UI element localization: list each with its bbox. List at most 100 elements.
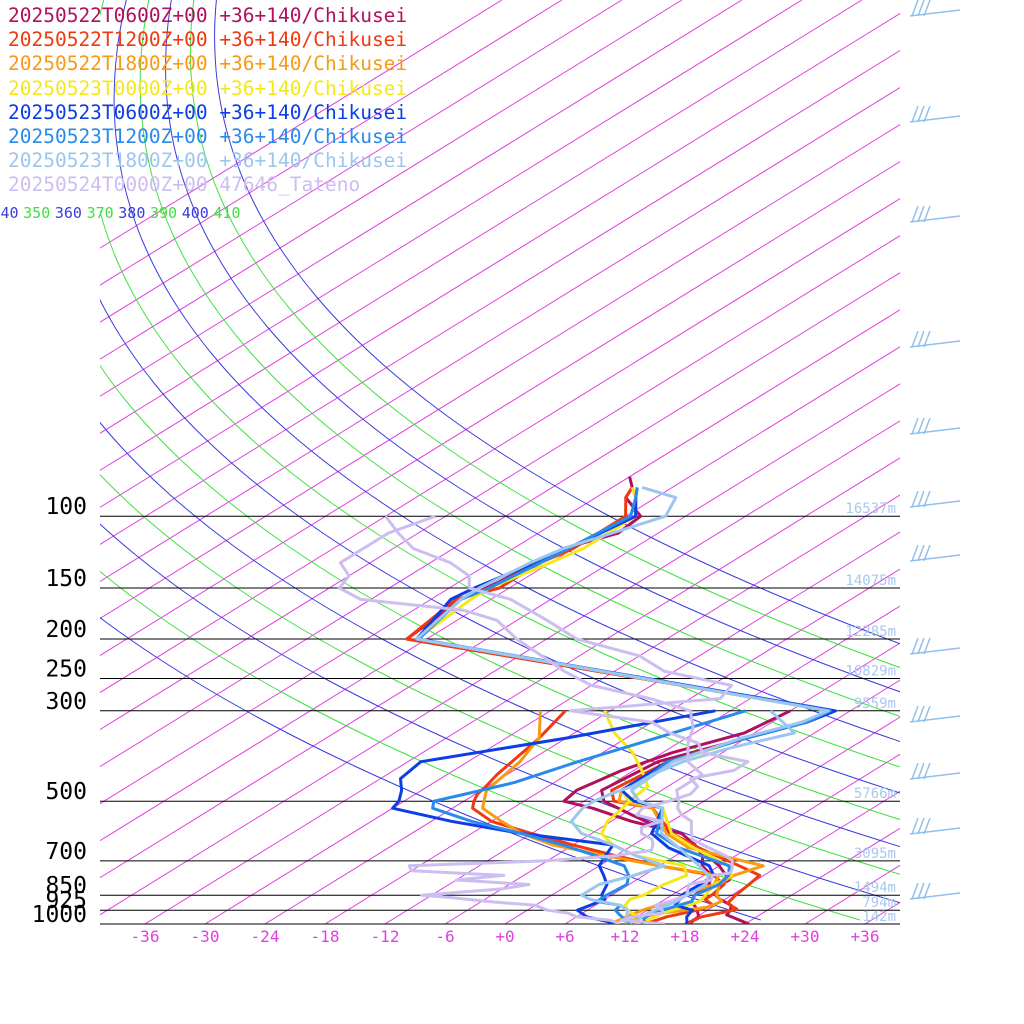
isotherm-line — [100, 0, 683, 360]
isotherm-line — [925, 0, 1024, 924]
dry-adiabat-label: 370 — [87, 204, 114, 222]
wind-barb-icon — [909, 205, 961, 223]
wind-barb-icon — [909, 544, 961, 562]
temperature-tick-label: +0 — [495, 927, 514, 946]
isotherm-line — [204, 494, 900, 924]
dewpoint-line — [569, 709, 796, 924]
pressure-tick-label: 500 — [45, 779, 87, 805]
isotherm-line — [264, 531, 900, 924]
isotherm-line — [324, 568, 900, 924]
temperature-tick-label: -30 — [191, 927, 220, 946]
dry-adiabat-label: 350 — [23, 204, 50, 222]
isotherm-line — [564, 716, 900, 924]
legend: 20250522T0600Z+00 +36+140/Chikusei 202505… — [8, 4, 407, 198]
pressure-tick-label: 1000 — [32, 902, 87, 928]
wind-barb-icon — [909, 762, 961, 780]
pressure-tick-label: 700 — [45, 839, 87, 865]
dry-adiabat-label: 400 — [182, 204, 209, 222]
isotherm-line — [444, 642, 900, 924]
temperature-tick-label: +30 — [791, 927, 820, 946]
isotherm-line — [624, 753, 900, 924]
temperature-tick-label: +24 — [731, 927, 760, 946]
temperature-line — [415, 485, 830, 924]
temperature-tick-label: -24 — [251, 927, 280, 946]
wind-barb-icon — [909, 490, 961, 508]
isotherm-line — [100, 383, 900, 879]
temperature-tick-label: -6 — [435, 927, 454, 946]
legend-entry: 20250522T1200Z+00 +36+140/Chikusei — [8, 28, 408, 52]
wind-barb-icon — [909, 882, 961, 900]
height-label: 10829m — [845, 663, 896, 679]
isotherm-line — [100, 309, 900, 805]
pressure-tick-label: 250 — [45, 656, 87, 682]
temperature-tick-label: +6 — [555, 927, 574, 946]
dewpoint-line — [391, 709, 716, 924]
isotherm-line — [100, 161, 900, 657]
wind-barb-icon — [909, 0, 961, 17]
legend-entry: 20250523T1800Z+00 +36+140/Chikusei — [8, 149, 408, 173]
isotherm-line — [100, 0, 803, 434]
legend-entry: 20250523T0000Z+00 +36+140/Chikusei — [8, 76, 408, 100]
dry-adiabat-line — [100, 364, 900, 821]
dry-adiabat-line — [214, 0, 900, 645]
temperature-tick-label: -18 — [311, 927, 340, 946]
isotherm-line — [804, 864, 900, 924]
wind-barb-icon — [909, 637, 961, 655]
isotherm-line — [100, 49, 900, 545]
temperature-tick-label: +12 — [611, 927, 640, 946]
dry-adiabat-line — [113, 0, 900, 743]
height-label: 9559m — [854, 696, 896, 712]
legend-entry: 20250523T1200Z+00 +36+140/Chikusei — [8, 125, 408, 149]
height-label: 142m — [862, 909, 896, 925]
dry-adiabat-line — [100, 298, 900, 794]
isotherm-line — [100, 235, 900, 731]
temperature-tick-label: -36 — [131, 927, 160, 946]
pressure-tick-label: 300 — [45, 689, 87, 715]
pressure-tick-label: 850 — [45, 873, 87, 899]
dry-adiabat-line — [100, 617, 761, 921]
isotherm-line — [100, 0, 563, 286]
isotherm-line — [144, 457, 900, 924]
dry-adiabat-line — [100, 523, 900, 904]
sounding-series — [337, 476, 837, 924]
isotherm-line — [100, 420, 900, 916]
pressure-tick-label: 150 — [45, 566, 87, 592]
dry-adiabat-line — [100, 473, 900, 875]
height-label: 1494m — [854, 880, 896, 896]
legend-entry: 20250524T0000Z+00 47646_Tateno — [8, 173, 361, 197]
dry-adiabat-line — [100, 570, 861, 921]
dry-adiabat-label: 340 — [0, 204, 19, 222]
height-label: 5766m — [854, 786, 896, 802]
isotherm-line — [100, 0, 503, 249]
isotherm-grid — [100, 0, 1024, 924]
isotherm-line — [100, 272, 900, 768]
wind-barb-icon — [909, 330, 961, 348]
dry-adiabat-line — [165, 0, 900, 693]
isotherm-line — [100, 12, 900, 508]
pressure-tick-label: 200 — [45, 617, 87, 643]
isotherm-line — [100, 0, 863, 471]
dry-adiabat-label: 360 — [55, 204, 82, 222]
legend-entry: 20250522T0600Z+00 +36+140/Chikusei — [8, 4, 408, 27]
height-label: 3095m — [854, 846, 896, 862]
dry-adiabat-label: 380 — [118, 204, 145, 222]
wind-barb-icon — [909, 705, 961, 723]
temperature-line — [337, 514, 734, 924]
dry-adiabat-line — [100, 0, 900, 768]
isotherm-line — [100, 124, 900, 620]
temperature-tick-label: +18 — [671, 927, 700, 946]
wind-barbs — [909, 0, 961, 900]
pressure-tick-label: 925 — [45, 888, 87, 914]
temperature-tick-label: -12 — [371, 927, 400, 946]
legend-entry: 20250522T1800Z+00 +36+140/Chikusei — [8, 52, 408, 76]
dry-adiabat-line — [189, 0, 900, 669]
temperature-line — [415, 486, 830, 924]
isotherm-line — [384, 605, 900, 924]
height-label: 794m — [862, 895, 896, 911]
isotherm-line — [100, 0, 743, 397]
isotherm-line — [504, 679, 900, 924]
temperature-tick-label: +36 — [851, 927, 880, 946]
isotherm-line — [100, 86, 900, 582]
